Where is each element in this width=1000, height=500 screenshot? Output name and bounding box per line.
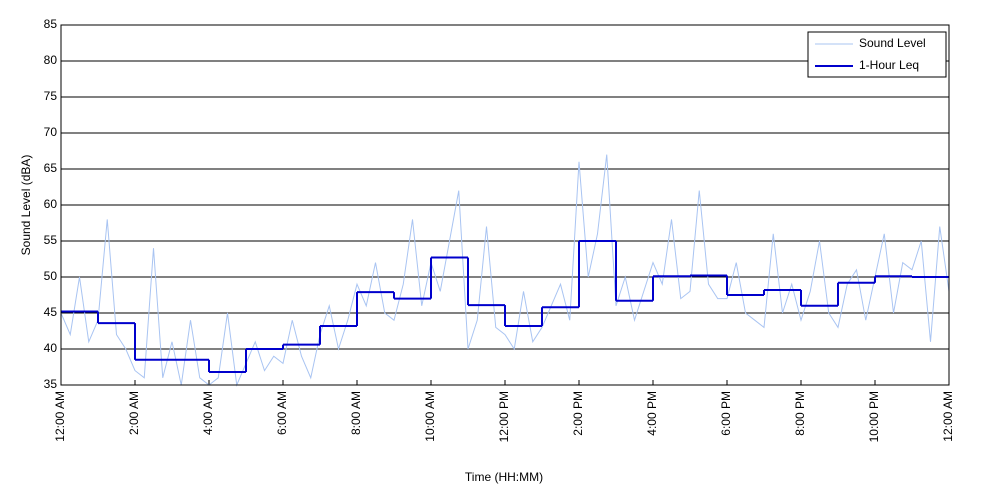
x-tick-label: 12:00 AM (941, 391, 955, 442)
x-tick-label: 4:00 AM (201, 391, 215, 435)
y-tick-label: 35 (44, 377, 58, 391)
x-tick-label: 8:00 PM (793, 391, 807, 436)
y-tick-label: 80 (44, 53, 58, 67)
y-tick-label: 40 (44, 341, 58, 355)
x-tick-label: 6:00 PM (719, 391, 733, 436)
y-tick-label: 70 (44, 125, 58, 139)
x-tick-label: 6:00 AM (275, 391, 289, 435)
y-tick-label: 50 (44, 269, 58, 283)
y-tick-label: 75 (44, 89, 58, 103)
y-tick-label: 45 (44, 305, 58, 319)
x-tick-label: 12:00 PM (497, 391, 511, 442)
legend-label: 1-Hour Leq (859, 58, 919, 72)
x-tick-label: 10:00 AM (423, 391, 437, 442)
x-tick-label: 2:00 PM (571, 391, 585, 436)
y-tick-label: 65 (44, 161, 58, 175)
x-tick-label: 10:00 PM (867, 391, 881, 442)
x-tick-label: 4:00 PM (645, 391, 659, 436)
y-tick-label: 55 (44, 233, 58, 247)
legend-box (807, 31, 947, 78)
x-tick-label: 12:00 AM (53, 391, 67, 442)
legend-label: Sound Level (859, 36, 926, 50)
y-tick-label: 60 (44, 197, 58, 211)
y-tick-label: 85 (44, 17, 58, 31)
plot-frame (60, 24, 950, 386)
y-axis-label: Sound Level (dBA) (19, 155, 33, 256)
x-tick-label: 2:00 AM (127, 391, 141, 435)
x-tick-label: 8:00 AM (349, 391, 363, 435)
legend: Sound Level 1-Hour Leq (807, 31, 947, 78)
x-axis-label: Time (HH:MM) (465, 470, 543, 484)
